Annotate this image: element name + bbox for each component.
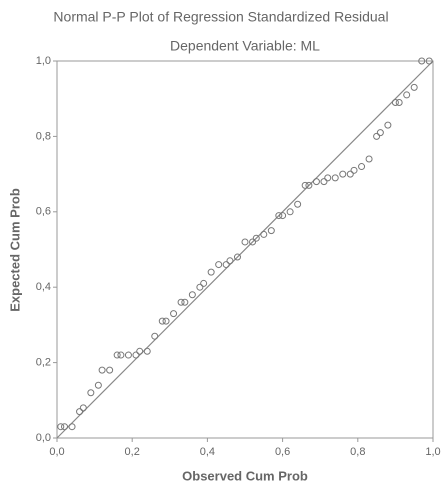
y-tick-label: 1,0: [36, 55, 51, 67]
y-tick-label: 0,6: [36, 206, 51, 218]
x-tick-label: 0,8: [350, 446, 365, 458]
x-tick-label: 0,0: [49, 446, 64, 458]
y-tick-label: 0,0: [36, 432, 51, 444]
chart: Normal P-P Plot of Regression Standardiz…: [0, 0, 442, 488]
x-tick-label: 0,4: [200, 446, 215, 458]
y-axis-label: Expected Cum Prob: [7, 188, 22, 312]
background: [0, 0, 442, 488]
chart-subtitle: Dependent Variable: ML: [170, 38, 320, 54]
y-tick-label: 0,2: [36, 357, 51, 369]
y-tick-label: 0,8: [36, 130, 51, 142]
chart-title: Normal P-P Plot of Regression Standardiz…: [53, 9, 388, 25]
x-tick-label: 1,0: [425, 446, 440, 458]
x-tick-label: 0,6: [275, 446, 290, 458]
y-tick-label: 0,4: [36, 281, 51, 293]
x-axis-label: Observed Cum Prob: [182, 468, 308, 483]
x-tick-label: 0,2: [125, 446, 140, 458]
